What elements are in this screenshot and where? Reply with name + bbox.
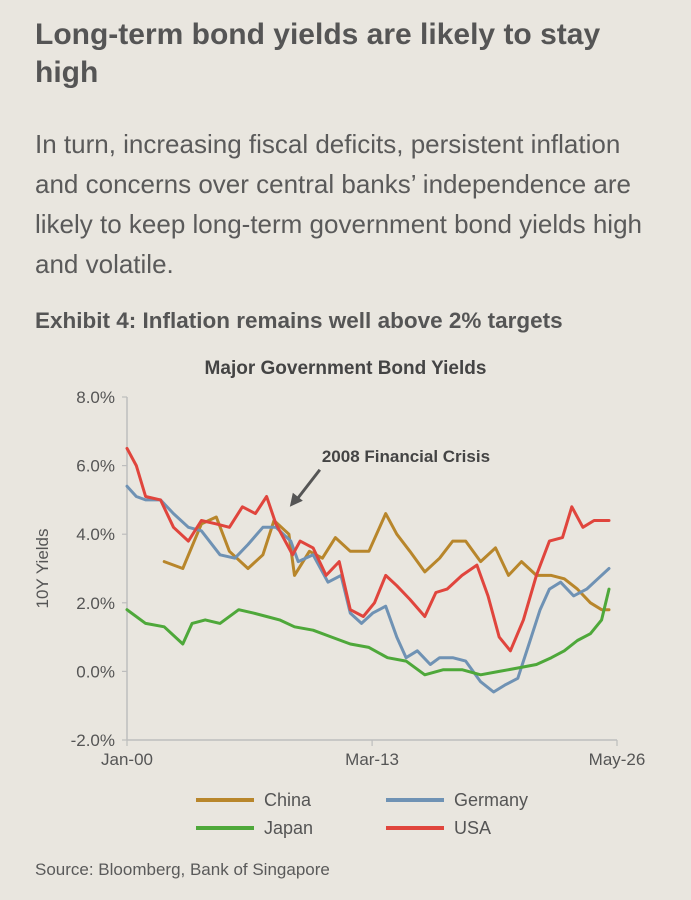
bond-yields-chart: -2.0% 0.0% 2.0% 4.0% 6.0% 8.0% Jan-00 Mar-13 May… [33,388,646,838]
exhibit-title: Exhibit 4: Inflation remains well above … [35,308,563,333]
legend-label-japan: Japan [264,818,313,838]
y-tick-label: 2.0% [76,594,115,613]
y-tick-label: 6.0% [76,457,115,476]
x-tick-label: Jan-00 [101,750,153,769]
x-tick-label: Mar-13 [345,750,399,769]
y-tick-label: 8.0% [76,388,115,407]
annotation-label: 2008 Financial Crisis [322,447,490,466]
intro-paragraph: In turn, increasing fiscal deficits, per… [35,129,643,279]
legend-label-usa: USA [454,818,491,838]
x-tick-label: May-26 [589,750,646,769]
series-line-japan [125,587,611,677]
y-tick-label: 4.0% [76,525,115,544]
legend-label-china: China [264,790,312,810]
headline: Long-term bond yields are likely to stay… [35,18,601,89]
y-tick-label: 0.0% [76,662,115,681]
series-line-usa [125,446,611,653]
chart-title: Major Government Bond Yields [204,358,487,379]
annotation-arrow [294,468,322,502]
y-tick-label: -2.0% [71,731,115,750]
source-note: Source: Bloomberg, Bank of Singapore [35,860,330,879]
series-line-germany [125,484,611,694]
annotation-arrowhead [289,492,303,507]
legend-label-germany: Germany [454,790,528,810]
y-axis-label: 10Y Yields [33,528,52,608]
series-line-china [162,512,611,612]
